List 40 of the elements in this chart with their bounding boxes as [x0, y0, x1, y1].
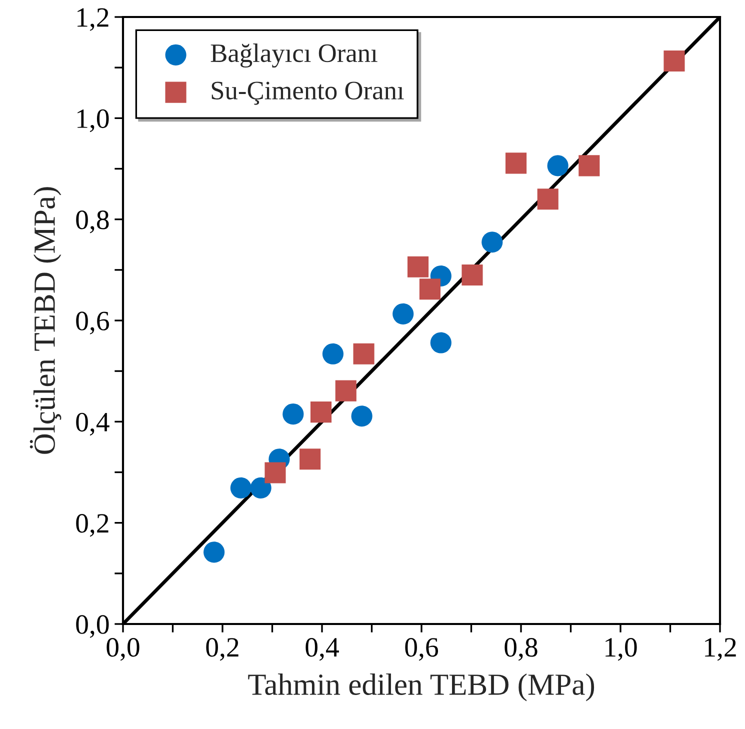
point — [310, 402, 332, 423]
x-tick-label: 0,0 — [106, 638, 140, 661]
y-axis-title: Ölçülen TEBD (MPa) — [30, 187, 62, 454]
point — [664, 50, 685, 72]
y-tick-label: 0,6 — [76, 312, 109, 334]
point — [300, 448, 321, 470]
y-tick-label: 0,2 — [76, 514, 108, 537]
y-tick-label: 0,4 — [76, 412, 110, 436]
y-tick-label: 1,0 — [78, 109, 109, 132]
y-tick-label: 0,8 — [76, 210, 109, 234]
point — [462, 264, 483, 286]
y-tick-label: 0,0 — [76, 615, 109, 638]
point — [547, 155, 568, 176]
x-tick-label: 0,4 — [306, 638, 339, 661]
point — [407, 256, 429, 278]
point — [392, 303, 414, 324]
point — [482, 232, 503, 253]
y-tick-label: 1,2 — [78, 8, 108, 31]
x-tick-label: 0,8 — [504, 638, 538, 661]
point — [578, 155, 600, 176]
point — [505, 152, 527, 174]
point — [537, 188, 558, 210]
point — [250, 477, 272, 498]
point — [353, 343, 374, 364]
point — [419, 278, 440, 300]
x-tick-label: 0,6 — [405, 638, 438, 661]
point — [204, 542, 225, 563]
point — [351, 406, 372, 427]
x-tick-label: 1,0 — [606, 638, 637, 661]
x-tick-label: 0,2 — [206, 638, 238, 661]
point — [230, 477, 252, 498]
point — [335, 380, 356, 402]
x-tick-label: 1,2 — [705, 638, 736, 661]
point — [282, 404, 304, 425]
x-axis-title: Tahmin edilen TEBD (MPa) — [248, 673, 594, 702]
legend-label: Bağlayıcı Oranı — [210, 44, 378, 68]
legend-label: Su-Çimento Oranı — [212, 82, 404, 105]
point — [264, 462, 286, 484]
point — [430, 332, 452, 354]
point — [322, 343, 344, 364]
